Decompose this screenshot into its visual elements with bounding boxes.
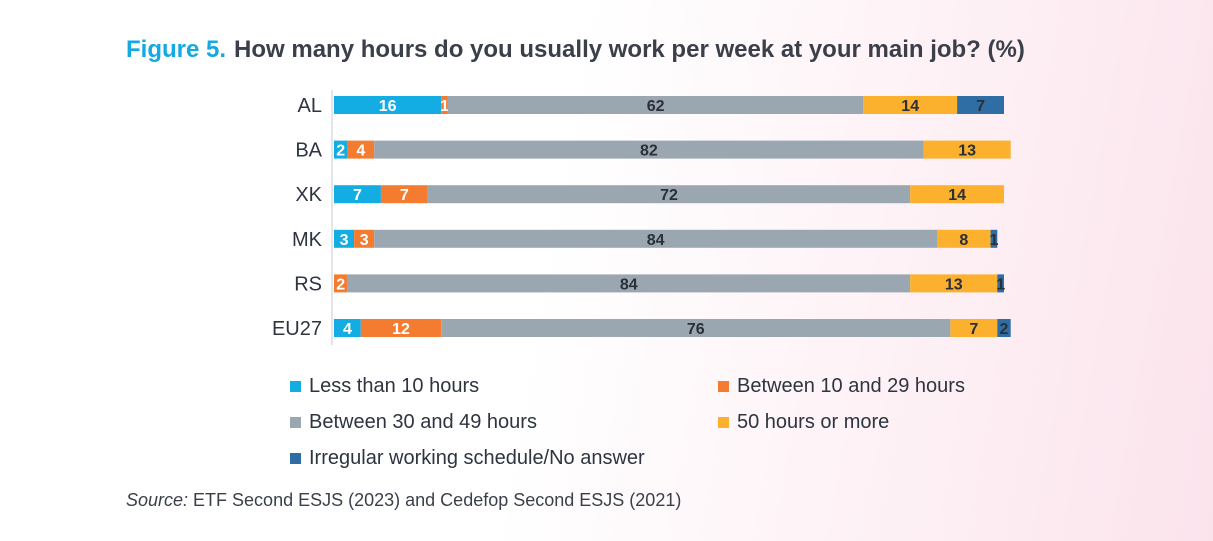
category-label: AL: [298, 95, 322, 117]
legend-label: 50 hours or more: [737, 411, 890, 433]
bar-segment: [374, 229, 937, 248]
bar-segment: [334, 229, 355, 248]
figure-number: Figure 5.: [126, 36, 227, 63]
bar-segment: [374, 140, 924, 159]
data-label: 72: [660, 187, 678, 204]
chart-title: Figure 5. How many hours do you usually w…: [126, 36, 1025, 64]
data-label: 62: [647, 98, 665, 115]
legend-label: Irregular working schedule/No answer: [309, 447, 645, 469]
data-label: 7: [400, 187, 409, 204]
legend-item: Between 30 and 49 hours: [290, 411, 537, 434]
legend-item: Irregular working schedule/No answer: [290, 447, 645, 470]
legend-item: Less than 10 hours: [290, 375, 479, 398]
data-label: 2: [1000, 321, 1009, 338]
bar-segment: [950, 319, 998, 337]
data-label: 76: [687, 321, 705, 338]
category-label: RS: [294, 273, 322, 295]
data-label: 13: [945, 276, 963, 293]
data-label: 2: [336, 143, 345, 160]
bar-segment: [427, 185, 911, 204]
title-text: How many hours do you usually work per w…: [234, 36, 1025, 63]
data-label: 82: [640, 143, 658, 160]
data-label: 8: [959, 232, 968, 249]
legend-label: Between 10 and 29 hours: [737, 375, 965, 397]
bar-segment: [334, 140, 348, 159]
category-label: BA: [295, 140, 322, 162]
bar-segment: [334, 274, 348, 293]
bar-segment: [354, 229, 375, 248]
legend-swatch: [290, 417, 301, 428]
data-label: 13: [958, 143, 976, 160]
bar-segment: [923, 140, 1011, 159]
category-label: EU27: [272, 318, 322, 340]
category-label: MK: [292, 229, 323, 251]
bar-segment: [360, 319, 442, 337]
bar-segment: [863, 96, 958, 114]
legend-swatch: [718, 417, 729, 428]
bar-segment: [990, 229, 998, 248]
source-text: ETF Second ESJS (2023) and Cedefop Secon…: [193, 490, 682, 510]
bar-segment: [380, 185, 428, 204]
data-label: 4: [343, 321, 352, 338]
data-label: 7: [353, 187, 362, 204]
category-label: XK: [295, 184, 322, 206]
legend-item: 50 hours or more: [718, 411, 889, 434]
data-label: 1: [440, 98, 449, 115]
data-label: 7: [976, 98, 985, 115]
data-label: 1: [996, 276, 1005, 293]
data-label: 16: [379, 98, 397, 115]
bar-segment: [441, 319, 951, 337]
data-label: 4: [356, 143, 365, 160]
bar-segment: [910, 274, 998, 293]
bar-segment: [997, 274, 1004, 293]
data-label: 2: [336, 276, 345, 293]
bar-segment: [334, 185, 381, 204]
legend-label: Between 30 and 49 hours: [309, 411, 537, 433]
data-label: 1: [989, 232, 998, 249]
bar-segment: [334, 96, 442, 114]
data-label: 7: [969, 321, 978, 338]
bar-segment: [347, 274, 911, 293]
bar-segment: [957, 96, 1004, 114]
bar-segment: [447, 96, 864, 114]
bar-segment: [910, 185, 1004, 204]
data-label: 3: [340, 232, 349, 249]
bar-segment: [347, 140, 375, 159]
bar-segment: [334, 319, 361, 337]
legend-swatch: [718, 381, 729, 392]
data-label: 14: [901, 98, 919, 115]
data-label: 3: [360, 232, 369, 249]
data-label: 84: [647, 232, 665, 249]
data-label: 12: [392, 321, 410, 338]
legend-item: Between 10 and 29 hours: [718, 375, 965, 398]
data-label: 14: [948, 187, 966, 204]
legend-label: Less than 10 hours: [309, 375, 480, 397]
source-note: Source: ETF Second ESJS (2023) and Cedefo…: [126, 490, 681, 511]
legend-swatch: [290, 453, 301, 464]
bar-segment: [441, 96, 448, 114]
data-label: 84: [620, 276, 638, 293]
source-label: Source:: [126, 490, 189, 510]
bar-segment: [997, 319, 1011, 337]
bar-segment: [937, 229, 991, 248]
legend-swatch: [290, 381, 301, 392]
